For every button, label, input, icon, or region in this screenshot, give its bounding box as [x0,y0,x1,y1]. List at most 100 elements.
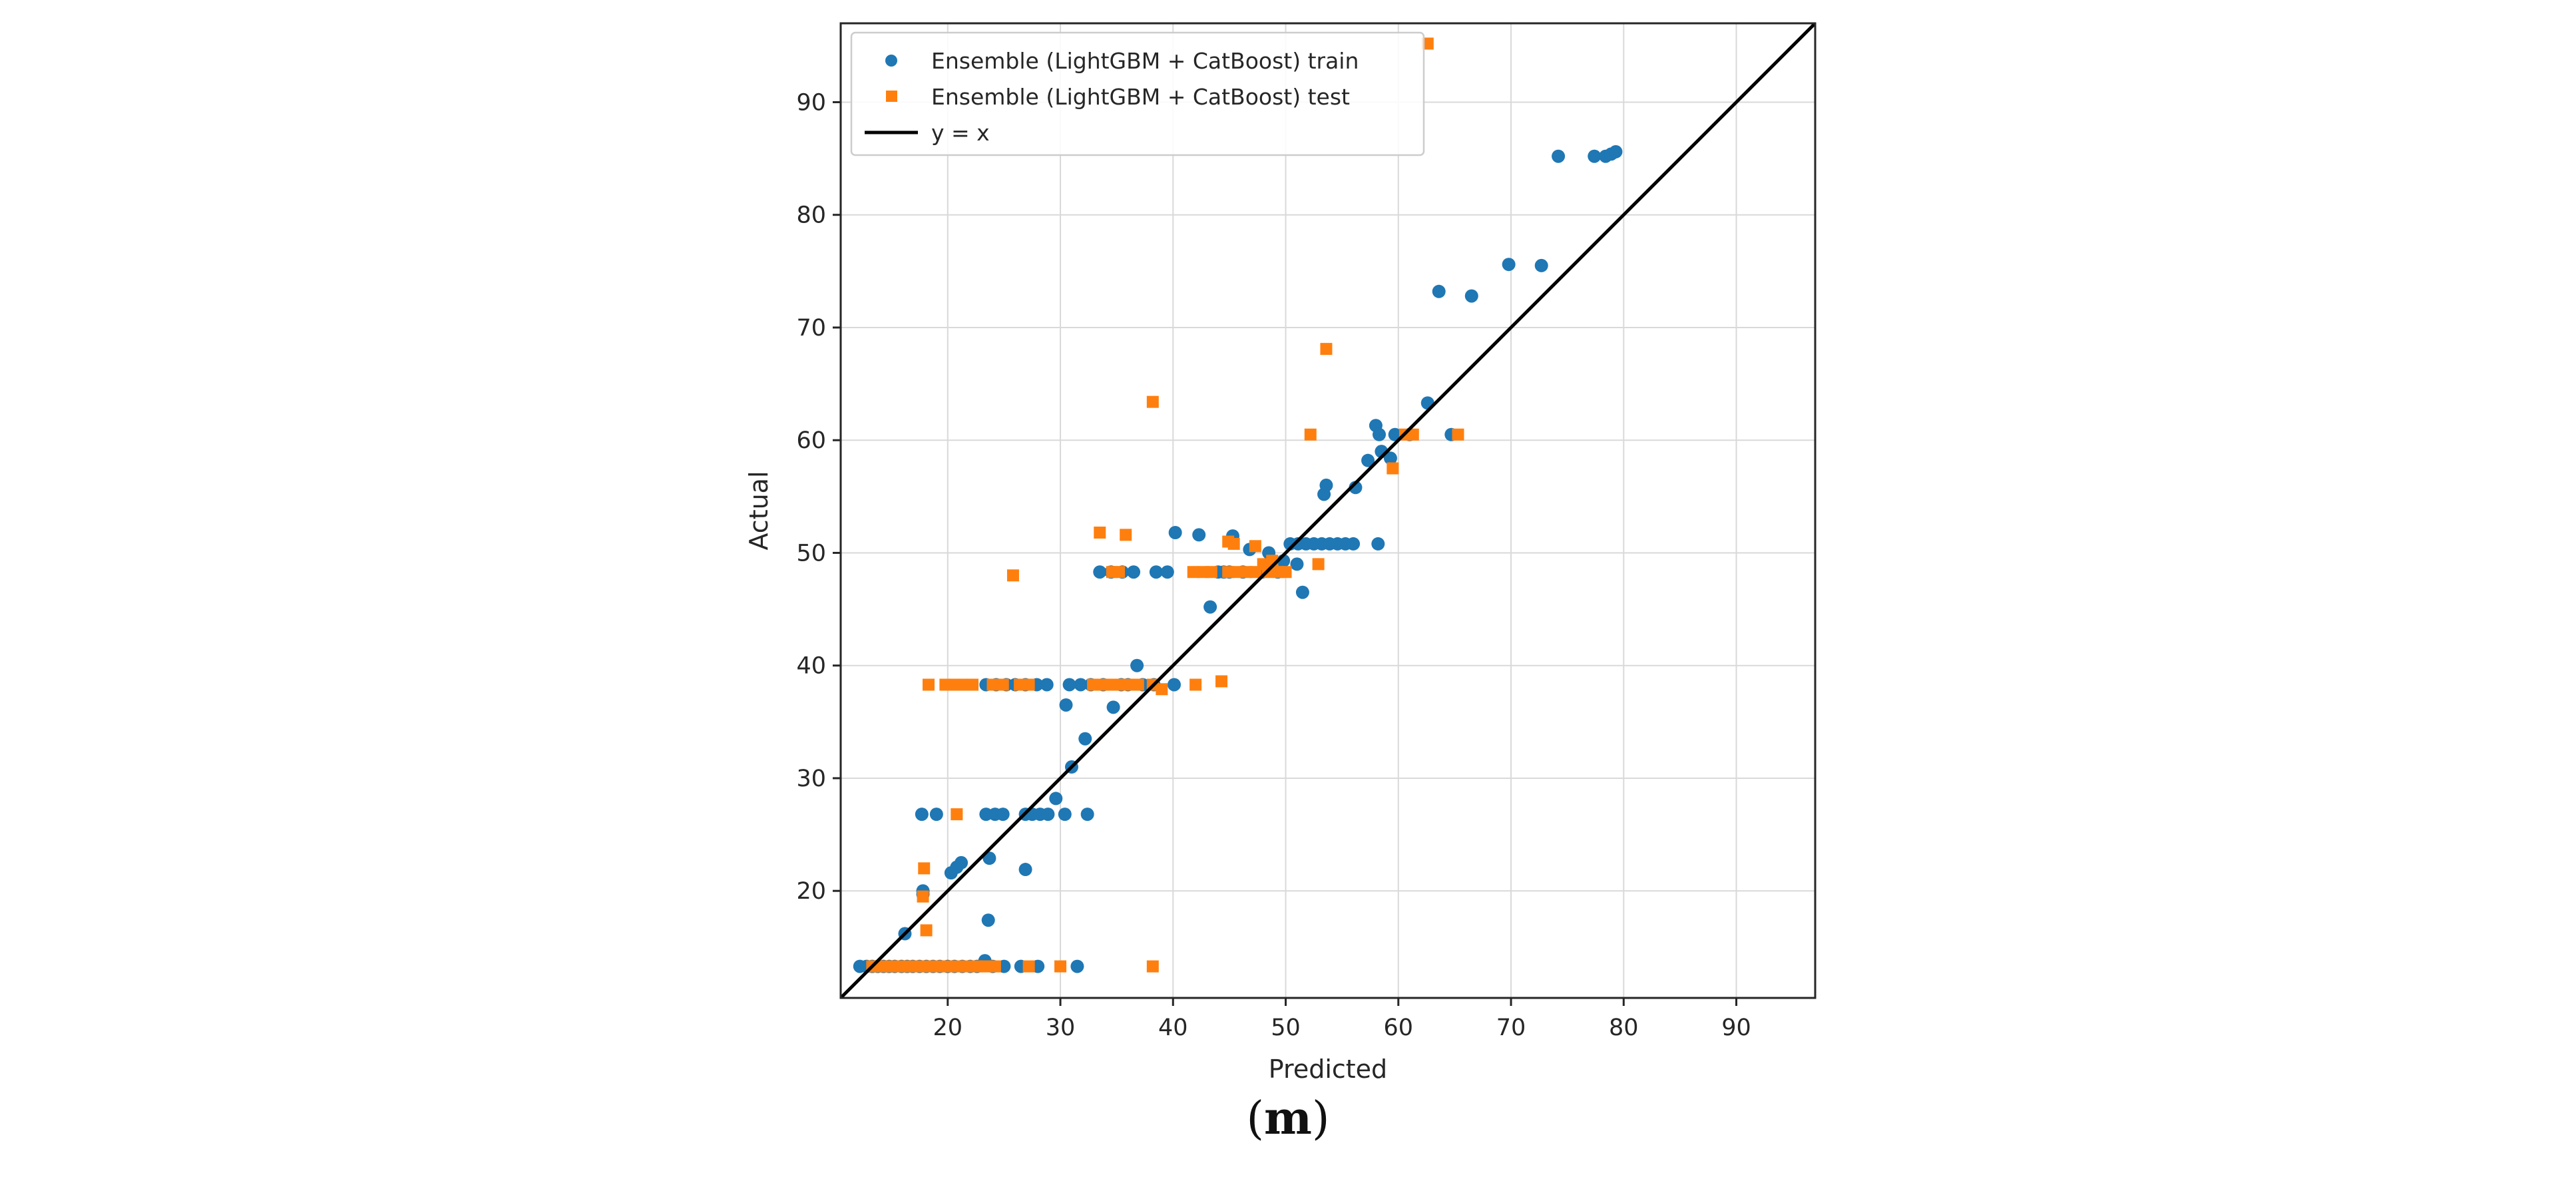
test-point [1421,37,1434,50]
test-point [970,960,983,973]
test-point [1227,537,1240,550]
x-tick-label: 90 [1721,1015,1751,1041]
train-point [1070,959,1084,973]
test-point [1406,428,1419,441]
train-point [1062,678,1076,692]
x-tick-label: 70 [1496,1015,1526,1041]
test-point [1014,678,1026,691]
train-point [1609,144,1623,158]
x-axis-ticks: 20 30 40 50 60 70 80 90 [933,998,1751,1041]
train-point [1106,700,1120,714]
test-point [966,678,979,691]
train-point [929,808,943,822]
test-point [933,960,945,973]
test-point [917,890,929,903]
test-point [941,960,954,973]
test-point [1120,529,1132,541]
train-point [1160,565,1174,579]
train-point [1347,537,1361,551]
legend-train-label: Ensemble (LightGBM + CatBoost) train [931,48,1359,74]
data-marks [841,23,1815,998]
train-point [1290,557,1304,571]
train-point [915,808,929,822]
test-point [876,960,889,973]
train-point [1058,808,1072,822]
x-tick-label: 40 [1158,1015,1188,1041]
train-point [982,851,996,865]
test-point [951,808,963,821]
y-tick-label: 30 [796,766,826,792]
figure-caption: (m) [0,1092,2576,1145]
caption-letter: m [1264,1092,1312,1145]
train-point [1432,284,1446,298]
reference-line-y-equals-x [841,23,1815,998]
test-point [1205,566,1217,579]
train-point [1093,565,1107,579]
train-point [1361,453,1375,467]
y-axis-ticks: 20 30 40 50 60 70 80 90 [796,89,841,905]
legend-box [850,31,1425,156]
test-point [1114,678,1126,691]
y-axis-label: Actual [744,471,773,550]
scatter-chart: 20 30 40 50 60 70 80 90 20 30 40 50 60 70 80 90 Predic… [744,22,1817,1084]
train-point [1049,792,1063,806]
test-point [1146,960,1159,973]
y-tick-label: 60 [796,427,826,454]
y-tick-label: 50 [796,540,826,567]
test-point [1054,960,1067,973]
train-point [1149,565,1163,579]
train-point [1167,678,1181,692]
legend-reference-line-label: y = x [931,120,990,146]
test-point [1132,678,1144,691]
test-point [996,678,1009,691]
test-point [1094,527,1106,539]
train-point [1168,526,1182,540]
x-tick-label: 30 [1046,1015,1076,1041]
train-point [996,808,1010,822]
test-point [1022,678,1035,691]
test-point [1087,678,1100,691]
test-point [988,960,1001,973]
x-tick-label: 50 [1271,1015,1301,1041]
test-point [1279,566,1292,579]
train-point [1041,808,1055,822]
test-point [923,960,935,973]
test-point [961,960,973,973]
train-point [1127,565,1141,579]
test-point [923,678,935,691]
test-point [986,678,999,691]
test-point [1113,566,1126,579]
train-point [1588,149,1602,163]
y-tick-label: 70 [796,315,826,342]
legend-test-label: Ensemble (LightGBM + CatBoost) test [931,84,1350,110]
test-point [1146,395,1159,408]
test-point [1123,678,1136,691]
train-point [1080,808,1094,822]
train-point [1018,863,1032,877]
y-tick-label: 20 [796,878,826,905]
x-tick-label: 20 [933,1015,963,1041]
test-point [952,960,965,973]
test-point [1006,569,1019,582]
test-point [957,678,970,691]
test-point [1105,678,1118,691]
legend-train-marker [885,55,897,67]
test-point [913,960,926,973]
train-point [1074,678,1088,692]
test-point [903,960,916,973]
train-point [1534,258,1548,272]
x-tick-label: 60 [1384,1015,1414,1041]
test-point [939,678,952,691]
y-tick-label: 40 [796,653,826,680]
test-point [1096,678,1108,691]
test-point [1304,428,1317,441]
train-point [1388,427,1402,441]
y-tick-label: 80 [796,202,826,229]
test-point [948,678,961,691]
test-point [885,960,898,973]
train-point [1078,732,1092,746]
caption-close-paren: ) [1311,1092,1330,1145]
grid-lines [841,23,1815,998]
test-point [1187,566,1199,579]
test-point [920,924,933,937]
